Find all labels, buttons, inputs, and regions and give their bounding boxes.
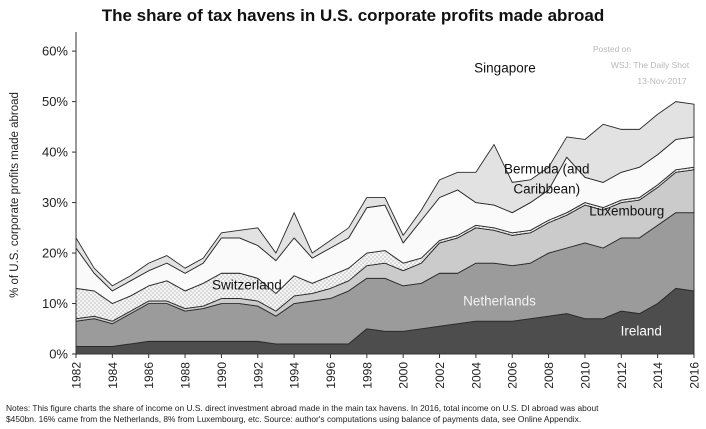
x-tick-label: 2002 bbox=[433, 362, 447, 389]
watermark-text: Posted on bbox=[593, 44, 632, 54]
series-label: Netherlands bbox=[463, 294, 536, 309]
x-tick-label: 1996 bbox=[324, 362, 338, 389]
x-tick-label: 2008 bbox=[542, 362, 556, 389]
x-tick-label: 1992 bbox=[251, 362, 265, 389]
y-axis-label: % of U.S. corporate profits made abroad bbox=[9, 92, 21, 298]
series-label: Singapore bbox=[474, 60, 536, 75]
x-tick-label: 2006 bbox=[506, 362, 520, 389]
watermark: Posted on WSJ: The Daily Shot 13-Nov-2017 bbox=[593, 44, 690, 86]
series-labels: Singapore Bermuda (and Caribbean) Luxembour… bbox=[212, 60, 664, 338]
x-tick-label: 2004 bbox=[469, 362, 483, 389]
series-label: Ireland bbox=[621, 323, 662, 338]
note-line: Notes: This figure charts the share of i… bbox=[6, 403, 599, 413]
x-tick-label: 2000 bbox=[397, 362, 411, 389]
x-tick-label: 1984 bbox=[106, 362, 120, 389]
y-tick-label: 50% bbox=[42, 94, 68, 109]
series-label: Luxembourg bbox=[589, 204, 664, 219]
x-tick-label: 2014 bbox=[651, 362, 665, 389]
y-tick-label: 20% bbox=[42, 246, 68, 261]
series-label: Bermuda (and bbox=[504, 161, 590, 176]
x-tick-label: 1982 bbox=[70, 362, 84, 389]
axes: 0% 10% 20% 30% 40% 50% 60% 1982 1984 1986 1988 1990… bbox=[42, 32, 702, 389]
y-tick-label: 60% bbox=[42, 44, 68, 59]
series-label: Switzerland bbox=[212, 277, 282, 292]
note-line: $450bn. 16% came from the Netherlands, 8… bbox=[6, 414, 582, 424]
x-tick-label: 1998 bbox=[360, 362, 374, 389]
area-series-group bbox=[75, 101, 695, 355]
x-tick-label: 1994 bbox=[288, 362, 302, 389]
x-tick-label: 2016 bbox=[688, 362, 702, 389]
y-tick-label: 10% bbox=[42, 296, 68, 311]
x-tick-label: 2012 bbox=[615, 362, 629, 389]
watermark-text: 13-Nov-2017 bbox=[637, 76, 686, 86]
area-singapore bbox=[75, 101, 695, 292]
x-tick-label: 1990 bbox=[215, 362, 229, 389]
chart-note: Notes: This figure charts the share of i… bbox=[6, 403, 702, 425]
y-tick-label: 30% bbox=[42, 195, 68, 210]
y-tick-label: 0% bbox=[49, 347, 68, 362]
y-tick-label: 40% bbox=[42, 145, 68, 160]
x-tick-label: 1988 bbox=[179, 362, 193, 389]
chart-title: The share of tax havens in U.S. corporat… bbox=[101, 6, 605, 25]
series-label: Caribbean) bbox=[513, 181, 580, 196]
x-tick-label: 1986 bbox=[142, 362, 156, 389]
watermark-text: WSJ: The Daily Shot bbox=[611, 60, 690, 70]
x-tick-label: 2010 bbox=[578, 362, 592, 389]
